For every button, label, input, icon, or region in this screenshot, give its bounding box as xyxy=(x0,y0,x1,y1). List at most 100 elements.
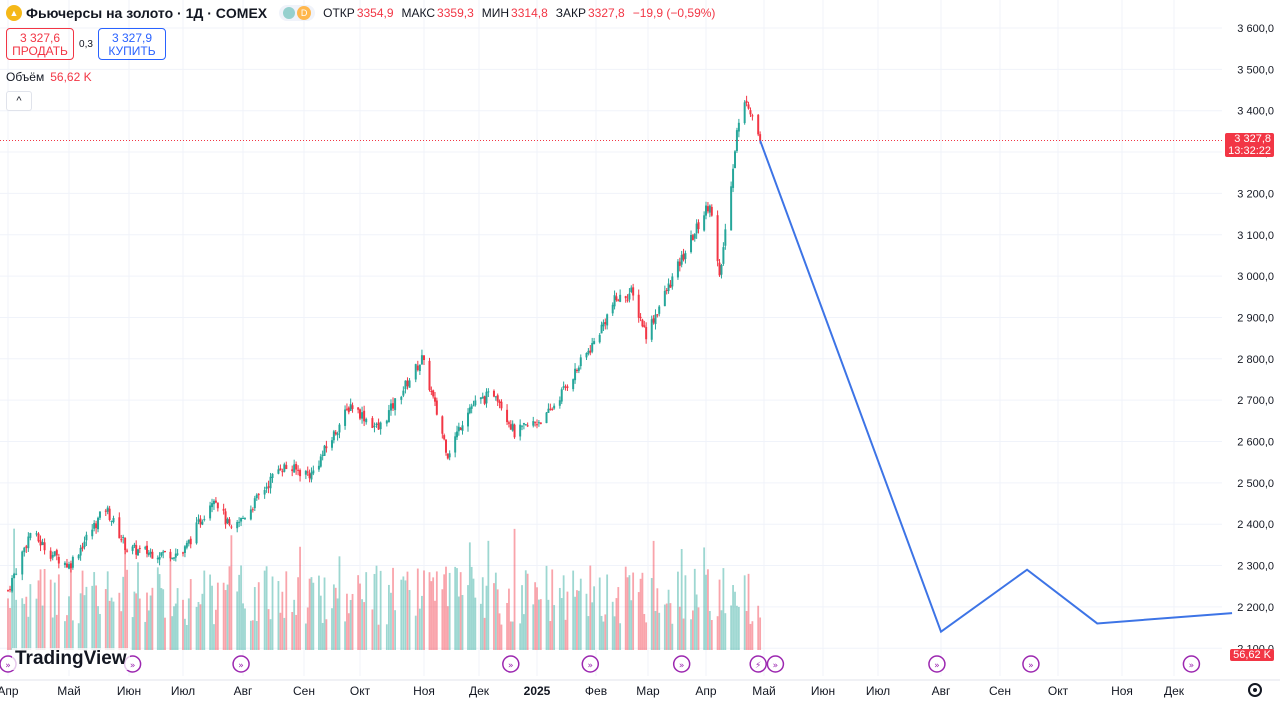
x-tick-label: Авг xyxy=(932,684,951,698)
tradingview-logo[interactable]: TradingView xyxy=(12,648,130,670)
candle-body xyxy=(325,446,328,449)
volume-bar xyxy=(131,617,134,650)
candle-body xyxy=(461,425,464,431)
y-tick-label: 2 200,0 xyxy=(1237,602,1274,614)
volume-bar xyxy=(418,608,421,650)
volume-bar xyxy=(242,603,244,650)
buy-price: 3 327,9 xyxy=(111,31,153,45)
y-tick-label: 2 700,0 xyxy=(1237,395,1274,407)
volume-bar xyxy=(228,566,231,650)
candle-body xyxy=(703,215,706,231)
volume-bar xyxy=(349,599,352,650)
volume-bar xyxy=(692,610,694,650)
candle-body xyxy=(43,542,46,551)
volume-bar xyxy=(678,606,681,650)
candle-body xyxy=(435,400,438,415)
candle-body xyxy=(7,590,9,592)
candle-body xyxy=(387,410,390,423)
volume-tag: 56,62 K xyxy=(1230,649,1274,661)
volume-bar xyxy=(146,592,148,650)
candle-body xyxy=(545,412,548,424)
volume-bar xyxy=(226,584,229,650)
candle-body xyxy=(57,557,60,564)
volume-bar xyxy=(459,572,462,650)
volume-bar xyxy=(416,568,419,650)
volume-bar xyxy=(656,588,659,650)
volume-bar xyxy=(285,571,288,650)
sell-button[interactable]: 3 327,6 ПРОДАТЬ xyxy=(6,28,74,60)
volume-bar xyxy=(255,621,258,650)
volume-bar xyxy=(147,610,150,650)
x-tick-label: Окт xyxy=(350,684,371,698)
volume-bar xyxy=(500,624,503,650)
candle-body xyxy=(9,589,12,591)
symbol-title[interactable]: Фьючерсы на золото · 1Д · COMEX xyxy=(26,5,268,21)
candle-body xyxy=(51,555,54,558)
candle-body xyxy=(135,545,138,555)
candle-body xyxy=(507,422,510,424)
y-tick-label: 2 300,0 xyxy=(1237,561,1274,573)
gear-icon[interactable] xyxy=(1248,683,1262,697)
candle-body xyxy=(483,396,486,404)
volume-bar xyxy=(734,591,736,650)
volume-bar xyxy=(509,621,512,650)
candle-body xyxy=(639,316,642,319)
candle-body xyxy=(585,353,588,358)
volume-bar xyxy=(306,607,309,650)
candle-body xyxy=(265,486,268,489)
volume-bar xyxy=(195,606,198,650)
market-status-pill[interactable]: D xyxy=(279,5,316,21)
candle-body xyxy=(375,423,378,425)
candle-body xyxy=(494,396,497,398)
symbol-header[interactable]: ▲ Фьючерсы на золото · 1Д · COMEX D ОТКР… xyxy=(6,4,715,22)
candle-body xyxy=(441,416,444,434)
volume-bar xyxy=(338,556,341,650)
collapse-legend-button[interactable]: ^ xyxy=(6,91,32,111)
volume-bar xyxy=(650,578,653,650)
candle-body xyxy=(277,469,280,474)
volume-bar xyxy=(539,599,542,650)
candle-body xyxy=(283,464,286,472)
candle-body xyxy=(691,235,694,241)
volume-bar xyxy=(373,573,376,650)
y-tick-label: 2 900,0 xyxy=(1237,312,1274,324)
candle-body xyxy=(304,470,307,475)
buy-button[interactable]: 3 327,9 КУПИТЬ xyxy=(98,28,166,60)
volume-bar xyxy=(21,598,24,650)
candle-body xyxy=(526,425,529,427)
candle-body xyxy=(363,410,366,422)
volume-bar xyxy=(323,577,326,650)
candle-body xyxy=(730,186,733,231)
candle-body xyxy=(214,500,217,503)
volume-bar xyxy=(160,588,163,650)
volume-bar xyxy=(430,581,433,650)
spread-value: 0,3 xyxy=(79,38,93,50)
volume-bar xyxy=(359,583,361,650)
event-marker-icon xyxy=(749,655,767,673)
volume-bar xyxy=(577,590,580,650)
candle-body xyxy=(238,521,241,523)
volume-bar xyxy=(267,609,270,650)
volume-bar xyxy=(468,542,471,650)
volume-bar xyxy=(357,575,360,650)
volume-bar xyxy=(523,614,525,650)
candle-body xyxy=(416,365,419,371)
volume-bar xyxy=(199,604,202,650)
candle-body xyxy=(112,518,115,523)
candle-body xyxy=(69,563,72,569)
candle-body xyxy=(373,425,376,427)
volume-bar xyxy=(351,593,354,650)
volume-bar xyxy=(297,577,299,650)
volume-bar xyxy=(593,586,595,650)
candle-body xyxy=(182,552,184,554)
x-tick-label: Ноя xyxy=(1111,684,1133,698)
volume-bar xyxy=(652,540,655,650)
candle-body xyxy=(285,465,288,470)
candle-body xyxy=(500,401,503,409)
volume-bar xyxy=(632,572,635,650)
candle-body xyxy=(534,421,537,423)
volume-legend[interactable]: Объём 56,62 K xyxy=(6,70,92,84)
volume-bar xyxy=(25,596,28,650)
volume-bar xyxy=(269,619,272,650)
